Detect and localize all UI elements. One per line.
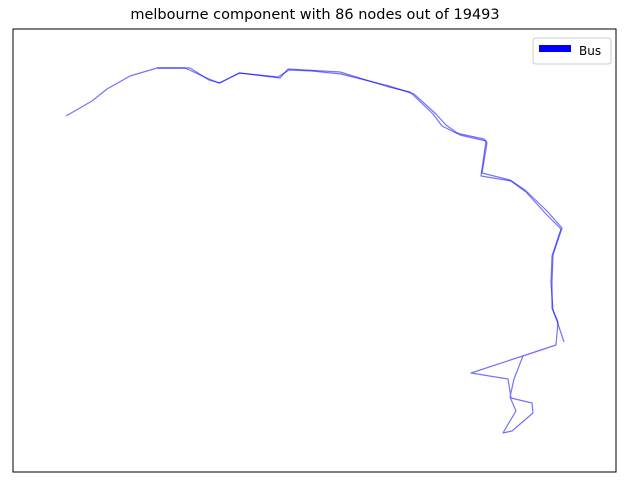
route-line-1 — [65, 67, 562, 434]
route-line-2 — [157, 67, 565, 343]
legend-swatch-bus — [539, 45, 571, 52]
plot-frame — [12, 28, 617, 473]
legend-box — [532, 37, 612, 65]
legend-label-bus: Bus — [579, 44, 601, 58]
series-layer — [65, 67, 565, 434]
chart-title: melbourne component with 86 nodes out of… — [130, 7, 500, 23]
legend: Bus — [532, 37, 612, 65]
